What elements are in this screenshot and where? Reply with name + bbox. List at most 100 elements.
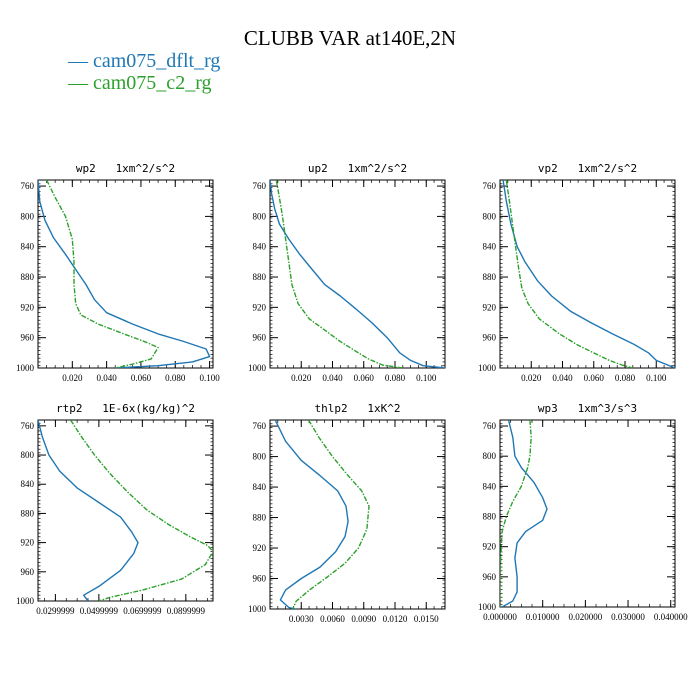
y-tick-label: 800: [253, 452, 267, 462]
x-tick-label: 0.100: [416, 373, 437, 383]
legend-dash: —: [68, 50, 93, 72]
y-tick-label: 760: [21, 181, 35, 191]
panel-4: rtp2 1E-6x(kg/kg)^2 760 800 840 880 920 960 100…: [16, 402, 214, 616]
series-line-c2: [505, 180, 633, 368]
y-tick-label: 760: [253, 421, 267, 431]
panel-1: wp2 1xm^2/s^2 760 800 840 880 920 960 1000 0.020…: [16, 162, 220, 383]
x-tick-label: 0.0899999: [167, 606, 206, 616]
y-tick-label: 960: [253, 574, 267, 584]
panel-title: wp2 1xm^2/s^2: [76, 162, 175, 175]
x-tick-label: 0.060: [584, 373, 605, 383]
panel-2: up2 1xm^2/s^2 760 800 840 880 920 960 1000 0.020…: [248, 162, 446, 383]
y-tick-label: 880: [253, 513, 267, 523]
y-tick-label: 840: [253, 242, 267, 252]
panel-title: up2 1xm^2/s^2: [308, 162, 407, 175]
y-tick-label: 800: [483, 451, 497, 461]
y-tick-label: 840: [21, 242, 35, 252]
y-tick-label: 760: [483, 421, 497, 431]
y-tick-label: 800: [21, 211, 35, 221]
y-tick-label: 880: [21, 508, 35, 518]
series-line-c2: [45, 180, 159, 368]
y-tick-label: 760: [21, 421, 35, 431]
x-tick-label: 0.0120: [383, 614, 408, 624]
y-tick-label: 840: [21, 479, 35, 489]
y-tick-label: 760: [253, 181, 267, 191]
x-tick-label: 0.0499999: [80, 606, 119, 616]
x-tick-label: 0.080: [165, 373, 186, 383]
y-tick-label: 1000: [16, 596, 35, 606]
x-tick-label: 0.080: [385, 373, 406, 383]
x-tick-label: 0.020000: [568, 612, 602, 622]
y-tick-label: 920: [483, 302, 497, 312]
x-tick-label: 0.0030: [289, 614, 314, 624]
series-line-c2: [500, 420, 532, 607]
x-tick-label: 0.010000: [526, 612, 560, 622]
plot-frame: [269, 179, 446, 369]
series-line-dflt: [38, 420, 139, 601]
series-line-c2: [70, 420, 213, 601]
x-tick-label: 0.060: [131, 373, 152, 383]
y-tick-label: 880: [253, 272, 267, 282]
panel-title: rtp2 1E-6x(kg/kg)^2: [56, 402, 195, 415]
y-tick-label: 920: [21, 302, 35, 312]
x-tick-label: 0.0150: [414, 614, 439, 624]
plot-frame: [37, 419, 214, 602]
y-tick-label: 840: [483, 242, 497, 252]
panel-title: wp3 1xm^3/s^3: [538, 402, 637, 415]
x-tick-label: 0.040: [552, 373, 573, 383]
x-tick-label: 0.0299999: [36, 606, 75, 616]
panel-6: wp3 1xm^3/s^3 760 800 840 880 920 960 10000.000…: [478, 402, 688, 622]
y-tick-label: 800: [21, 450, 35, 460]
y-tick-label: 800: [483, 211, 497, 221]
y-tick-label: 960: [21, 333, 35, 343]
y-tick-label: 920: [483, 542, 497, 552]
y-tick-label: 880: [483, 272, 497, 282]
x-tick-label: 0.040: [97, 373, 118, 383]
y-tick-label: 960: [253, 333, 267, 343]
series-line-dflt: [38, 180, 211, 368]
y-tick-label: 960: [483, 333, 497, 343]
y-tick-label: 920: [253, 302, 267, 312]
y-tick-label: 1000: [16, 363, 35, 373]
y-tick-label: 1000: [248, 604, 267, 614]
series-line-dflt: [501, 420, 548, 607]
series-line-dflt: [274, 420, 349, 609]
legend-dash: —: [68, 72, 93, 94]
x-tick-label: 0.100: [646, 373, 667, 383]
figure-title: CLUBB VAR at140E,2N: [243, 26, 457, 50]
x-tick-label: 0.020: [291, 373, 312, 383]
x-tick-label: 0.0060: [320, 614, 345, 624]
plot-frame: [37, 179, 214, 369]
x-tick-label: 0.040000: [654, 612, 688, 622]
panel-title: thlp2 1xK^2: [314, 402, 400, 415]
y-tick-label: 1000: [478, 363, 497, 373]
y-tick-label: 920: [253, 543, 267, 553]
x-tick-label: 0.0699999: [123, 606, 162, 616]
plot-frame: [269, 419, 446, 610]
x-tick-label: 0.020: [521, 373, 542, 383]
legend-label: cam075_c2_rg: [93, 72, 212, 94]
x-tick-label: 0.0090: [351, 614, 376, 624]
x-tick-label: 0.020: [62, 373, 83, 383]
y-tick-label: 1000: [248, 363, 267, 373]
y-tick-label: 840: [253, 482, 267, 492]
y-tick-label: 840: [483, 481, 497, 491]
panel-title: vp2 1xm^2/s^2: [538, 162, 637, 175]
x-tick-label: 0.040: [322, 373, 343, 383]
y-tick-label: 960: [483, 572, 497, 582]
legend-entry-dflt: — cam075_dflt_rg: [68, 50, 220, 72]
panel-5: thlp2 1xK^2 760 800 840 880 920 960 1000 0.0030 0…: [248, 402, 446, 624]
y-tick-label: 920: [21, 538, 35, 548]
legend-label: cam075_dflt_rg: [93, 50, 221, 72]
legend-entry-c2: — cam075_c2_rg: [68, 72, 220, 94]
plot-frame: [499, 179, 676, 369]
x-tick-label: 0.100: [199, 373, 220, 383]
y-tick-label: 800: [253, 211, 267, 221]
plot-frame: [499, 419, 676, 608]
y-tick-label: 880: [21, 272, 35, 282]
x-tick-label: 0.060: [354, 373, 375, 383]
y-tick-label: 1000: [478, 602, 497, 612]
x-tick-label: 0.000000: [483, 612, 517, 622]
series-line-c2: [292, 420, 370, 609]
